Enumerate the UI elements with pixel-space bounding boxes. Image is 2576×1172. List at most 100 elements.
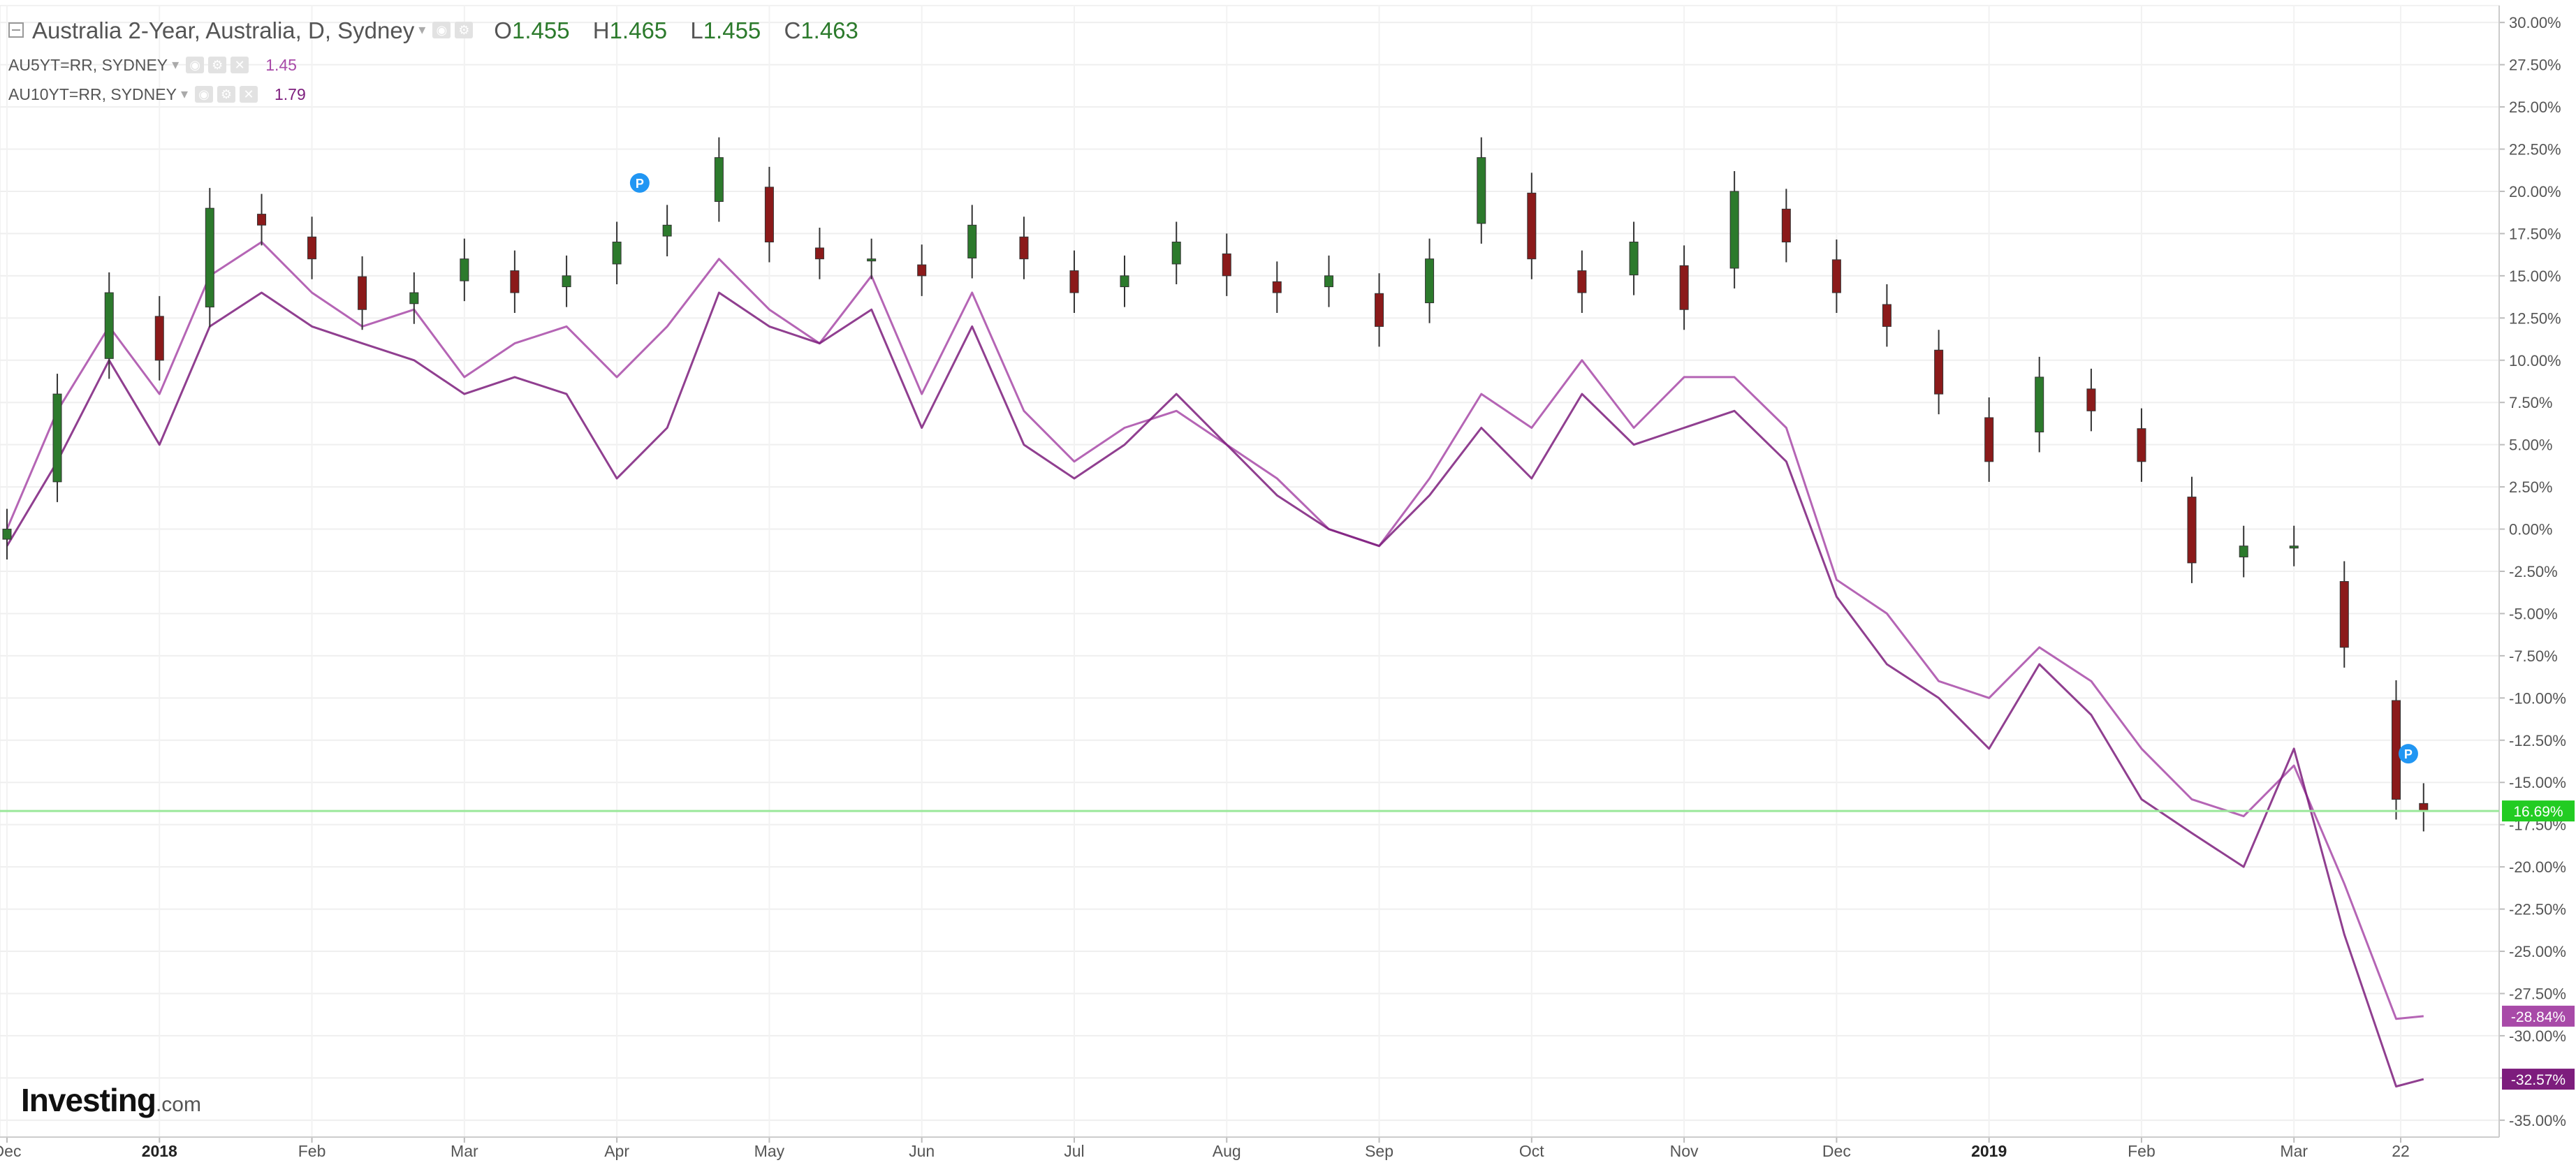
- compare-value: 1.45: [265, 55, 297, 74]
- candle[interactable]: [1375, 293, 1384, 327]
- candle[interactable]: [562, 275, 571, 288]
- candle[interactable]: [2289, 545, 2299, 549]
- y-tick-label: 12.50%: [2509, 309, 2561, 327]
- candle[interactable]: [1882, 304, 1891, 327]
- candle[interactable]: [967, 224, 977, 258]
- logo-suffix: .com: [155, 1093, 201, 1116]
- price-label-badge: [2502, 800, 2575, 822]
- chevron-down-icon[interactable]: ▾: [172, 57, 180, 73]
- candle[interactable]: [307, 236, 317, 260]
- candle[interactable]: [1272, 281, 1282, 293]
- y-tick-label: -5.00%: [2509, 605, 2558, 622]
- y-tick-label: 2.50%: [2509, 478, 2552, 496]
- candle[interactable]: [814, 247, 824, 260]
- y-tick-label: 15.00%: [2509, 268, 2561, 285]
- chevron-down-icon[interactable]: ▾: [418, 22, 426, 38]
- price-label-badge: [2502, 1069, 2575, 1090]
- candle[interactable]: [867, 258, 877, 262]
- y-tick-label: 7.50%: [2509, 394, 2552, 411]
- candle[interactable]: [510, 270, 520, 293]
- compare-row-au5y: AU5YT=RR, SYDNEY ▾ ◉ ⚙ ✕ 1.45: [8, 50, 875, 80]
- candle[interactable]: [2086, 388, 2096, 411]
- gear-icon[interactable]: ⚙: [455, 22, 474, 38]
- series-line-au10y[interactable]: [6, 291, 2424, 1087]
- candle[interactable]: [2187, 497, 2197, 564]
- eye-icon[interactable]: ◉: [195, 86, 213, 103]
- x-tick-label: Jun: [909, 1142, 935, 1160]
- y-tick-label: -12.50%: [2509, 732, 2566, 749]
- candle[interactable]: [1069, 270, 1079, 293]
- candle[interactable]: [1425, 258, 1435, 304]
- candle[interactable]: [2, 529, 12, 540]
- event-marker[interactable]: [629, 173, 650, 193]
- close-icon[interactable]: ✕: [230, 57, 249, 73]
- candle[interactable]: [662, 224, 672, 237]
- candle[interactable]: [1222, 253, 1231, 277]
- candle[interactable]: [460, 258, 469, 281]
- event-marker[interactable]: [2398, 744, 2418, 764]
- y-tick-label: 27.50%: [2509, 57, 2561, 74]
- collapse-legend-button[interactable]: [8, 22, 24, 38]
- candle[interactable]: [52, 393, 62, 483]
- compare-symbol-label[interactable]: AU10YT=RR, SYDNEY: [8, 85, 177, 103]
- candle[interactable]: [1729, 191, 1739, 269]
- y-tick-label: -7.50%: [2509, 647, 2558, 665]
- x-tick-label: Mar: [451, 1142, 478, 1160]
- candle[interactable]: [358, 276, 367, 310]
- x-tick-label: Jul: [1064, 1142, 1084, 1160]
- x-tick-label: 2019: [1971, 1142, 2007, 1160]
- y-tick-label: 17.50%: [2509, 225, 2561, 242]
- candle[interactable]: [1577, 270, 1587, 293]
- investing-logo: Investing.com: [21, 1081, 201, 1119]
- y-tick-label: 10.00%: [2509, 352, 2561, 369]
- price-label-text: -32.57%: [2511, 1072, 2566, 1088]
- x-tick-label: May: [754, 1142, 785, 1160]
- price-label-text: 16.69%: [2513, 804, 2563, 820]
- chevron-down-icon[interactable]: ▾: [180, 87, 188, 102]
- candle[interactable]: [205, 207, 214, 308]
- candle[interactable]: [1629, 242, 1639, 276]
- y-tick-label: 20.00%: [2509, 183, 2561, 200]
- x-tick-label: 22: [2392, 1142, 2410, 1160]
- high-label: H: [592, 17, 610, 43]
- candle[interactable]: [1477, 157, 1486, 224]
- candle[interactable]: [1831, 259, 1841, 293]
- y-tick-label: -25.00%: [2509, 943, 2566, 960]
- candle[interactable]: [1527, 192, 1537, 260]
- candle[interactable]: [2391, 700, 2401, 800]
- candle[interactable]: [257, 214, 267, 226]
- candle[interactable]: [1781, 208, 1791, 243]
- gear-icon[interactable]: ⚙: [208, 57, 227, 73]
- y-tick-label: 30.00%: [2509, 14, 2561, 31]
- y-tick-label: -35.00%: [2509, 1112, 2566, 1129]
- candle[interactable]: [764, 186, 774, 243]
- candle[interactable]: [154, 316, 164, 361]
- gear-icon[interactable]: ⚙: [217, 86, 235, 103]
- candle[interactable]: [612, 242, 622, 265]
- candle[interactable]: [2035, 376, 2044, 433]
- eye-icon[interactable]: ◉: [432, 22, 451, 38]
- close-icon[interactable]: ✕: [240, 86, 258, 103]
- chart-legend: Australia 2-Year, Australia, D, Sydney ▾…: [8, 10, 875, 109]
- candle[interactable]: [1324, 275, 1334, 288]
- candle[interactable]: [714, 157, 724, 202]
- chart-title[interactable]: Australia 2-Year, Australia, D, Sydney: [32, 17, 415, 43]
- candle[interactable]: [409, 292, 419, 305]
- candle[interactable]: [1171, 242, 1181, 265]
- candle[interactable]: [917, 264, 927, 277]
- candle[interactable]: [1679, 265, 1689, 310]
- candle[interactable]: [104, 292, 114, 359]
- candle[interactable]: [1984, 417, 1994, 462]
- compare-symbol-label[interactable]: AU5YT=RR, SYDNEY: [8, 55, 168, 74]
- candle[interactable]: [1120, 275, 1129, 288]
- y-tick-label: 5.00%: [2509, 437, 2552, 454]
- eye-icon[interactable]: ◉: [186, 57, 205, 73]
- candle[interactable]: [1934, 349, 1944, 395]
- candle[interactable]: [2239, 545, 2248, 557]
- candle[interactable]: [2137, 428, 2146, 462]
- candle[interactable]: [1019, 236, 1029, 260]
- candle[interactable]: [2339, 581, 2349, 648]
- compare-value: 1.79: [275, 85, 306, 103]
